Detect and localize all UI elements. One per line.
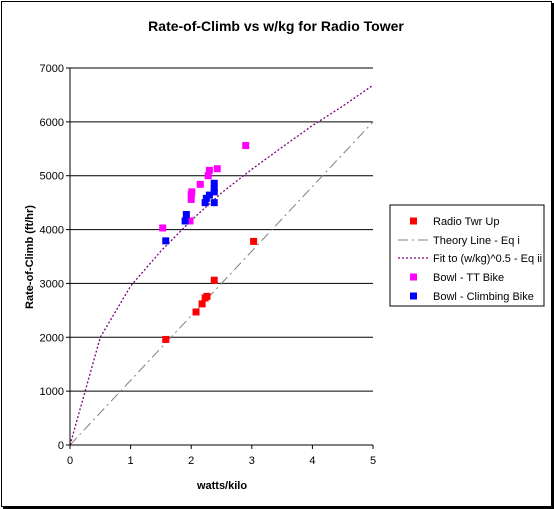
legend-fit-to-w-kg-0-5-eq-ii-label: Fit to (w/kg)^0.5 - Eq ii [433,253,542,265]
series-markers [159,142,258,343]
legend-radio-twr-up-swatch [410,217,417,225]
x-tick-label: 2 [188,455,194,467]
bowl-tt-bike-point [187,195,195,203]
bowl-climbing-bike-point [205,191,213,199]
x-tick-label: 1 [128,455,134,467]
tick-labels: 0 1000 2000 3000 4000 5000 6000 7000 0 1 2 3 4 5 [40,63,377,467]
y-axis-label: Rate-of-Climb (ft/hr) [24,205,36,309]
bowl-climbing-bike-point [210,199,218,207]
legend-theory-line-eq-i-label: Theory Line - Eq i [433,235,520,247]
bowl-climbing-bike-point [210,179,218,187]
bowl-climbing-bike-point [162,237,170,245]
bowl-climbing-bike-point [181,217,189,225]
radio-twr-up-point [198,300,206,308]
legend-bowl-climbing-bike-swatch [410,292,417,300]
bowl-tt-bike-point [242,142,250,150]
bowl-tt-bike-point [188,188,196,196]
bowl-tt-bike-point [159,224,167,232]
legend-radio-twr-up-label: Radio Twr Up [433,216,499,228]
axes [66,67,374,449]
y-tick-label: 1000 [40,386,64,398]
bowl-climbing-bike-point [182,210,190,218]
radio-twr-up-point [192,308,200,316]
radio-twr-up-point [162,335,170,343]
y-tick-label: 2000 [40,332,64,344]
chart-title: Rate-of-Climb vs w/kg for Radio Tower [148,18,404,34]
y-tick-label: 4000 [40,225,64,237]
y-tick-label: 5000 [40,171,64,183]
theory-line-eq-i-line [69,121,374,446]
radio-twr-up-point [210,276,218,284]
bowl-climbing-bike-point [210,185,218,193]
legend: Radio Twr Up Theory Line - Eq i Fit to (w/… [389,204,545,307]
x-tick-label: 4 [309,455,315,467]
y-tick-label: 3000 [40,278,64,290]
radio-twr-up-point [250,237,258,245]
x-tick-label: 3 [249,455,255,467]
gridlines [70,67,373,392]
legend-bowl-tt-bike-swatch [410,273,417,281]
bowl-tt-bike-point [196,180,204,188]
bowl-tt-bike-point [204,172,212,180]
x-axis-label: watts/kilo [196,480,247,492]
fit-to-w-kg-0-5-eq-ii-line [69,84,374,446]
y-tick-label: 7000 [40,63,64,75]
series-lines [69,84,374,446]
bowl-tt-bike-point [186,217,194,225]
radio-twr-up-point [203,292,211,300]
x-tick-label: 0 [67,455,73,467]
bowl-climbing-bike-point [201,199,209,207]
bowl-tt-bike-point [205,166,213,174]
y-tick-label: 0 [58,440,64,452]
legend-bowl-tt-bike-label: Bowl - TT Bike [433,272,504,284]
x-tick-label: 5 [370,455,376,467]
bowl-tt-bike-point [213,165,221,173]
y-tick-label: 6000 [40,117,64,129]
legend-bowl-climbing-bike-label: Bowl - Climbing Bike [433,291,534,303]
